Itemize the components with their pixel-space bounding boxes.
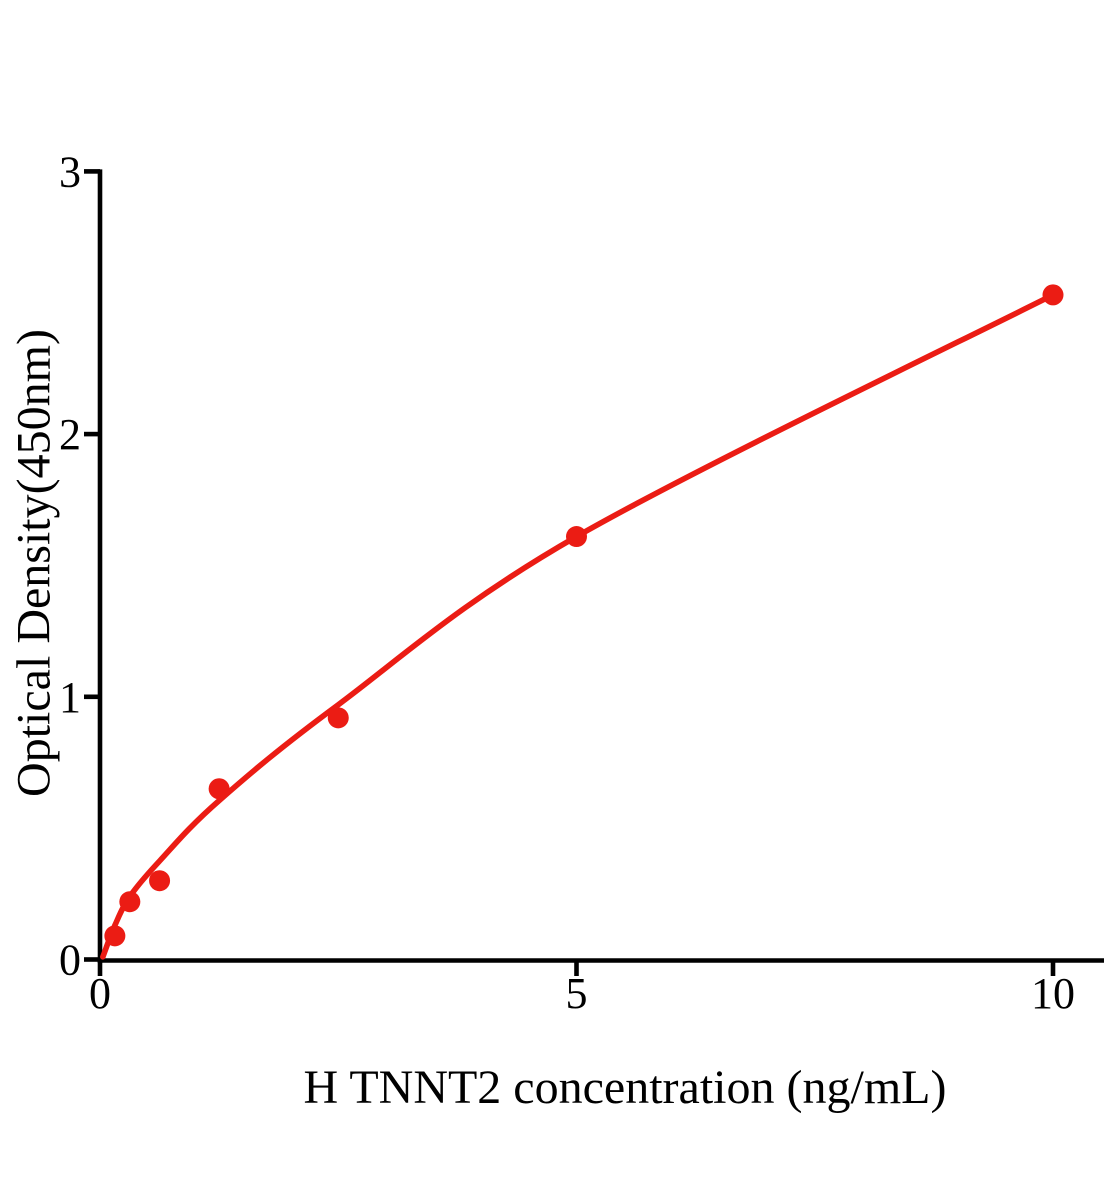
data-point xyxy=(149,870,171,892)
data-point xyxy=(104,925,126,947)
fitted-curve xyxy=(100,292,1056,960)
data-point xyxy=(119,891,141,913)
data-point xyxy=(327,707,349,729)
data-point xyxy=(566,526,587,548)
x-axis-title: H TNNT2 concentration (ng/mL) xyxy=(303,1061,947,1114)
data-point xyxy=(1042,284,1064,306)
x-tick-label: 10 xyxy=(1031,969,1075,1018)
y-tick-label: 2 xyxy=(59,410,81,459)
y-tick-label: 3 xyxy=(59,147,81,196)
y-tick-label: 1 xyxy=(59,673,81,722)
y-tick-label: 0 xyxy=(59,936,81,985)
x-tick-label: 0 xyxy=(89,969,111,1018)
y-axis-title: Optical Density(450nm) xyxy=(7,329,61,797)
data-point xyxy=(208,778,230,800)
x-tick-label: 5 xyxy=(566,969,588,1018)
